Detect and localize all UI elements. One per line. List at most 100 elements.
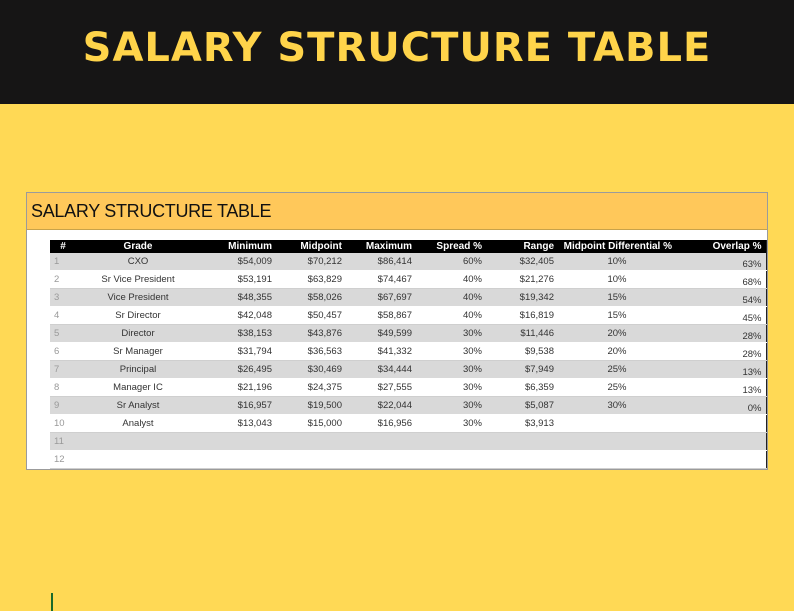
table-row[interactable]: 5 Director $38,153 $43,876 $49,599 30% $11,446… xyxy=(50,324,766,343)
table-row[interactable]: 7 Principal $26,495 $30,469 $34,444 30% $7,949… xyxy=(50,360,766,379)
overlap-cell[interactable] xyxy=(676,414,766,433)
table-row[interactable]: 6 Sr Manager $31,794 $36,563 $41,332 30% $9,53… xyxy=(50,342,766,361)
minimum-cell[interactable]: $42,048 xyxy=(200,306,276,325)
midpoint-cell[interactable]: $15,000 xyxy=(276,414,346,433)
midpoint-cell[interactable]: $36,563 xyxy=(276,342,346,361)
row-number[interactable]: 9 xyxy=(50,396,76,415)
midpoint-cell[interactable]: $19,500 xyxy=(276,396,346,415)
maximum-cell[interactable]: $67,697 xyxy=(346,288,416,307)
midpoint-differential-cell[interactable]: 10% xyxy=(558,253,676,271)
table-row[interactable]: 2 Sr Vice President $53,191 $63,829 $74,467 4… xyxy=(50,270,766,289)
spread-cell[interactable]: 30% xyxy=(416,324,486,343)
row-number[interactable]: 4 xyxy=(50,306,76,325)
overlap-cell[interactable]: 63% xyxy=(676,253,766,271)
maximum-cell[interactable] xyxy=(346,432,416,451)
range-cell[interactable]: $5,087 xyxy=(486,396,558,415)
grade-cell[interactable]: Manager IC xyxy=(76,378,200,397)
midpoint-cell[interactable]: $70,212 xyxy=(276,253,346,271)
range-cell[interactable] xyxy=(486,432,558,451)
minimum-cell[interactable]: $26,495 xyxy=(200,360,276,379)
midpoint-cell[interactable]: $58,026 xyxy=(276,288,346,307)
range-cell[interactable]: $16,819 xyxy=(486,306,558,325)
spread-cell[interactable]: 30% xyxy=(416,378,486,397)
table-row[interactable]: 1 CXO $54,009 $70,212 $86,414 60% $32,405 10% 63… xyxy=(50,253,766,271)
midpoint-differential-cell[interactable] xyxy=(558,432,676,451)
spread-cell[interactable] xyxy=(416,450,486,469)
midpoint-cell[interactable] xyxy=(276,450,346,469)
overlap-cell[interactable] xyxy=(676,450,766,469)
overlap-cell[interactable]: 68% xyxy=(676,270,766,289)
row-number[interactable]: 5 xyxy=(50,324,76,343)
maximum-cell[interactable]: $22,044 xyxy=(346,396,416,415)
minimum-cell[interactable]: $54,009 xyxy=(200,253,276,271)
grade-cell[interactable]: Sr Manager xyxy=(76,342,200,361)
overlap-cell[interactable]: 28% xyxy=(676,324,766,343)
row-number[interactable]: 11 xyxy=(50,432,76,451)
range-cell[interactable]: $9,538 xyxy=(486,342,558,361)
range-cell[interactable]: $32,405 xyxy=(486,253,558,271)
grade-cell[interactable] xyxy=(76,432,200,451)
table-row[interactable]: 9 Sr Analyst $16,957 $19,500 $22,044 30% $5,08… xyxy=(50,396,766,415)
range-cell[interactable]: $7,949 xyxy=(486,360,558,379)
range-cell[interactable]: $3,913 xyxy=(486,414,558,433)
row-number[interactable]: 3 xyxy=(50,288,76,307)
table-row[interactable]: 8 Manager IC $21,196 $24,375 $27,555 30% $6,35… xyxy=(50,378,766,397)
grade-cell[interactable]: CXO xyxy=(76,253,200,271)
maximum-cell[interactable]: $27,555 xyxy=(346,378,416,397)
midpoint-differential-cell[interactable]: 15% xyxy=(558,306,676,325)
spread-cell[interactable]: 60% xyxy=(416,253,486,271)
row-number[interactable]: 12 xyxy=(50,450,76,469)
minimum-cell[interactable]: $21,196 xyxy=(200,378,276,397)
range-cell[interactable]: $19,342 xyxy=(486,288,558,307)
spread-cell[interactable] xyxy=(416,432,486,451)
midpoint-differential-cell[interactable]: 10% xyxy=(558,270,676,289)
midpoint-differential-cell[interactable]: 25% xyxy=(558,378,676,397)
table-row[interactable]: 3 Vice President $48,355 $58,026 $67,697 40% $… xyxy=(50,288,766,307)
maximum-cell[interactable] xyxy=(346,450,416,469)
grade-cell[interactable]: Sr Vice President xyxy=(76,270,200,289)
grade-cell[interactable]: Sr Analyst xyxy=(76,396,200,415)
maximum-cell[interactable]: $16,956 xyxy=(346,414,416,433)
range-cell[interactable] xyxy=(486,450,558,469)
midpoint-cell[interactable]: $43,876 xyxy=(276,324,346,343)
minimum-cell[interactable]: $38,153 xyxy=(200,324,276,343)
maximum-cell[interactable]: $58,867 xyxy=(346,306,416,325)
maximum-cell[interactable]: $86,414 xyxy=(346,253,416,271)
table-row[interactable]: 11 xyxy=(50,432,766,451)
grade-cell[interactable]: Vice President xyxy=(76,288,200,307)
maximum-cell[interactable]: $34,444 xyxy=(346,360,416,379)
midpoint-differential-cell[interactable]: 25% xyxy=(558,360,676,379)
spread-cell[interactable]: 30% xyxy=(416,360,486,379)
spread-cell[interactable]: 40% xyxy=(416,270,486,289)
spread-cell[interactable]: 30% xyxy=(416,342,486,361)
table-row[interactable]: 12 xyxy=(50,450,766,469)
minimum-cell[interactable]: $16,957 xyxy=(200,396,276,415)
range-cell[interactable]: $11,446 xyxy=(486,324,558,343)
grade-cell[interactable]: Sr Director xyxy=(76,306,200,325)
minimum-cell[interactable]: $48,355 xyxy=(200,288,276,307)
midpoint-cell[interactable]: $63,829 xyxy=(276,270,346,289)
midpoint-cell[interactable] xyxy=(276,432,346,451)
midpoint-cell[interactable]: $24,375 xyxy=(276,378,346,397)
row-number[interactable]: 2 xyxy=(50,270,76,289)
maximum-cell[interactable]: $74,467 xyxy=(346,270,416,289)
grade-cell[interactable]: Analyst xyxy=(76,414,200,433)
minimum-cell[interactable]: $31,794 xyxy=(200,342,276,361)
grade-cell[interactable]: Principal xyxy=(76,360,200,379)
maximum-cell[interactable]: $41,332 xyxy=(346,342,416,361)
range-cell[interactable]: $21,276 xyxy=(486,270,558,289)
maximum-cell[interactable]: $49,599 xyxy=(346,324,416,343)
midpoint-differential-cell[interactable]: 20% xyxy=(558,342,676,361)
midpoint-differential-cell[interactable] xyxy=(558,450,676,469)
row-number[interactable]: 6 xyxy=(50,342,76,361)
table-row[interactable]: 10 Analyst $13,043 $15,000 $16,956 30% $3,913 xyxy=(50,414,766,433)
row-number[interactable]: 8 xyxy=(50,378,76,397)
grade-cell[interactable] xyxy=(76,450,200,469)
overlap-cell[interactable]: 13% xyxy=(676,378,766,397)
midpoint-cell[interactable]: $50,457 xyxy=(276,306,346,325)
range-cell[interactable]: $6,359 xyxy=(486,378,558,397)
overlap-cell[interactable]: 13% xyxy=(676,360,766,379)
minimum-cell[interactable] xyxy=(200,450,276,469)
overlap-cell[interactable]: 54% xyxy=(676,288,766,307)
midpoint-differential-cell[interactable]: 15% xyxy=(558,288,676,307)
